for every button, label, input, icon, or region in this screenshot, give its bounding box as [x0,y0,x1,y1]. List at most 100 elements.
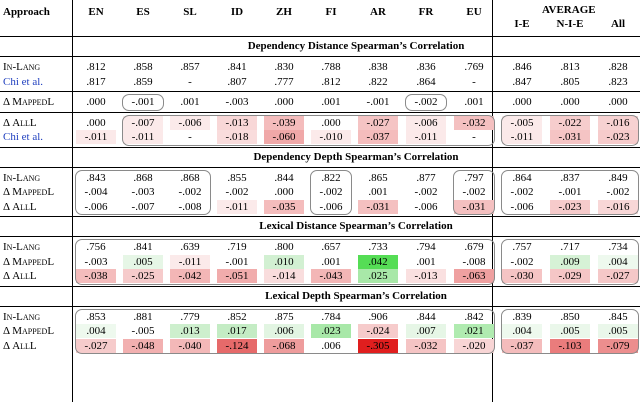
table-cell: .822 [368,75,387,89]
table-cell: .823 [608,75,627,89]
table-cell: .857 [180,60,199,74]
lang-header-zh: ZH [276,6,292,19]
group-outline [501,239,639,285]
avg-header-all: All [611,18,625,31]
table-cell: .000 [512,95,531,109]
table-cell: .877 [416,171,435,185]
table-cell: .000 [560,95,579,109]
table-cell: .001 [368,185,387,199]
table-cell: .817 [86,75,105,89]
table-cell: .000 [274,95,293,109]
group-outline [453,170,495,216]
group-outline [75,170,211,216]
section-rule [0,216,640,217]
table-cell: -.035 [273,200,296,214]
row-label: In-Lang [3,310,40,324]
section-title: Dependency Depth Spearman’s Correlation [253,151,458,164]
group-outline [310,170,352,216]
table-cell: -.011 [85,130,108,144]
table-cell: -.002 [415,185,438,199]
table-cell: .864 [416,75,435,89]
table-cell: .838 [368,60,387,74]
group-outline [501,170,639,216]
row-label: Δ AllL [3,339,37,353]
row-label: Δ MappedL [3,185,54,199]
lang-header-fi: FI [326,6,337,19]
table-cell: -.001 [367,95,390,109]
row-label: In-Lang [3,171,40,185]
group-outline [122,94,164,111]
avg-header-i-e: I-E [514,18,529,31]
table-cell: .812 [321,75,340,89]
table-cell: .000 [608,95,627,109]
table-cell: .813 [560,60,579,74]
row-label: Chi et al. [3,130,43,144]
group-outline [122,115,495,146]
group-outline [75,309,495,355]
table-cell: .805 [560,75,579,89]
table-cell: .777 [274,75,293,89]
table-cell: .830 [274,60,293,74]
table-cell: .844 [274,171,293,185]
table-cell: .000 [274,185,293,199]
table-cell: .769 [464,60,483,74]
table-cell: .828 [608,60,627,74]
lang-header-ar: AR [370,6,386,19]
table-cell: -.031 [367,200,390,214]
group-outline [405,94,447,111]
row-label: Δ AllL [3,269,37,283]
approach-header: Approach [3,6,50,19]
table-cell: .865 [368,171,387,185]
table-cell: -.011 [226,200,249,214]
table-cell: .807 [227,75,246,89]
row-label: In-Lang [3,240,40,254]
table-cell: .812 [86,60,105,74]
table-cell: .001 [321,95,340,109]
group-outline [501,309,639,355]
row-label: Δ MappedL [3,95,54,109]
table-cell: - [188,75,192,89]
section-title: Dependency Distance Spearman’s Correlati… [248,40,465,53]
table-cell: .000 [86,95,105,109]
group-rule [0,91,640,92]
lang-header-eu: EU [466,6,481,19]
group-rule [0,112,640,113]
group-outline [75,239,495,285]
header-rule [0,36,640,37]
table-cell: .000 [86,116,105,130]
table-row: In-Lang .812 .858 .857 .841 .830 .788 .838 .836.… [0,60,640,74]
group-outline [501,115,639,146]
section-rule [0,286,640,287]
table-cell: .858 [133,60,152,74]
row-label: Δ AllL [3,200,37,214]
lang-header-en: EN [88,6,103,19]
table-cell: .847 [512,75,531,89]
section-rule [0,56,640,57]
table-cell: -.006 [415,200,438,214]
lang-header-fr: FR [419,6,434,19]
section-rule [0,167,640,168]
table-cell: .841 [227,60,246,74]
table-cell: .001 [180,95,199,109]
row-label: Chi et al. [3,75,43,89]
lang-header-id: ID [231,6,243,19]
table-row: Δ MappedL .000 -.001 .001 -.003 .000 .001 -.001… [0,95,640,109]
row-label: Δ MappedL [3,255,54,269]
table-cell: .001 [464,95,483,109]
avg-header-n-i-e: N-I-E [557,18,584,31]
row-label: In-Lang [3,60,40,74]
table-cell: -.003 [226,95,249,109]
lang-header-sl: SL [183,6,196,19]
row-label: Δ AllL [3,116,37,130]
table-cell: - [472,75,476,89]
table-cell: .846 [512,60,531,74]
table-cell: .836 [416,60,435,74]
table-cell: .859 [133,75,152,89]
table-row: Chi et al. .817 .859 - .807 .777 .812 .822 .864 -… [0,75,640,89]
section-title: Lexical Depth Spearman’s Correlation [265,290,447,303]
table-cell: .788 [321,60,340,74]
section-rule [0,147,640,148]
table-cell: .855 [227,171,246,185]
lang-header-es: ES [136,6,149,19]
